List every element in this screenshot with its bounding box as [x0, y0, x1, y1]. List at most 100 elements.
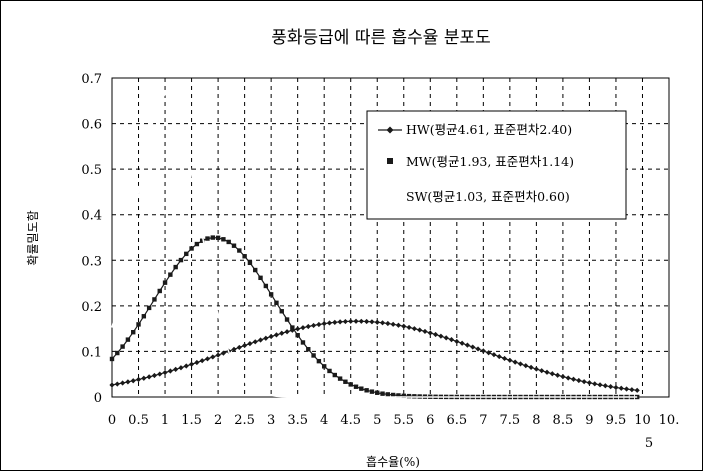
data-point-mw	[385, 392, 391, 397]
data-point-mw	[343, 379, 348, 384]
y-tick-label: 0.6	[81, 118, 102, 133]
data-point-hw	[353, 318, 359, 324]
data-point-mw	[364, 388, 369, 393]
data-point-hw	[411, 326, 417, 332]
y-axis-label: 확률밀도함	[26, 210, 40, 265]
data-point-hw	[316, 321, 322, 328]
data-point-mw	[120, 344, 125, 349]
x-tick-label: 5.5	[393, 413, 414, 428]
data-point-hw	[533, 366, 539, 372]
x-tick-label: 8.5	[553, 413, 574, 428]
data-point-mw	[311, 353, 316, 358]
data-point-mw	[263, 283, 269, 289]
data-point-mw	[348, 382, 353, 387]
data-point-mw	[162, 280, 168, 285]
data-point-hw	[374, 319, 380, 325]
data-point-hw	[135, 376, 142, 383]
data-point-mw	[141, 314, 147, 319]
data-point-hw	[427, 330, 433, 336]
data-point-mw	[390, 392, 396, 398]
data-point-hw	[364, 318, 370, 325]
data-point-hw	[342, 318, 349, 325]
data-point-hw	[464, 342, 471, 348]
data-point-hw	[623, 386, 630, 392]
x-tick-label: 10	[634, 413, 651, 428]
legend-label-mw: MW(평균1.93, 표준편차1.14)	[406, 154, 574, 169]
data-point-hw	[570, 376, 577, 382]
data-point-hw	[242, 342, 248, 349]
data-point-hw	[618, 385, 624, 391]
data-point-mw	[247, 260, 253, 266]
data-point-mw	[231, 243, 237, 248]
data-point-hw	[544, 369, 550, 375]
legend-item-sw: SW(평균1.03, 표준편차0.60)	[406, 189, 570, 204]
data-point-hw	[379, 320, 386, 326]
data-point-hw	[486, 350, 492, 356]
data-point-mw	[332, 372, 337, 378]
data-point-hw	[247, 341, 253, 347]
data-point-hw	[178, 365, 184, 371]
data-point-mw	[109, 356, 115, 362]
x-tick-label: 5	[373, 413, 381, 428]
legend-marker-mw	[387, 158, 393, 164]
data-point-mw	[168, 272, 173, 277]
data-point-mw	[279, 309, 284, 314]
data-point-hw	[146, 374, 152, 380]
data-point-hw	[501, 355, 508, 362]
x-tick-label-last-line2: 5	[645, 436, 653, 451]
data-point-hw	[268, 333, 274, 340]
data-point-hw	[539, 368, 545, 374]
chart-title: 풍화등급에 따른 흡수율 분포도	[271, 28, 491, 48]
data-point-hw	[629, 387, 635, 393]
data-point-mw	[178, 257, 184, 263]
data-point-hw	[125, 379, 131, 385]
data-point-hw	[385, 320, 391, 327]
y-tick-label: 0.4	[81, 209, 102, 224]
data-point-hw	[109, 382, 115, 388]
y-tick-label: 0	[94, 391, 102, 406]
data-point-hw	[517, 361, 524, 367]
data-point-mw	[359, 386, 364, 391]
data-point-mw	[242, 254, 247, 259]
data-point-hw	[438, 333, 444, 339]
data-point-hw	[279, 330, 285, 336]
y-tick-label: 0.2	[81, 300, 102, 315]
legend-marker-hw	[386, 126, 394, 134]
data-point-hw	[273, 332, 280, 338]
data-point-mw	[115, 350, 120, 356]
data-point-hw	[448, 337, 455, 343]
data-point-hw	[523, 363, 529, 369]
data-point-mw	[131, 330, 136, 335]
x-axis-label: 흡수율(%)	[366, 455, 420, 469]
x-tick-label: 3	[267, 413, 275, 428]
legend-item-mw: MW(평균1.93, 표준편차1.14)	[387, 154, 574, 169]
data-point-mw	[152, 297, 157, 302]
legend-box	[366, 110, 627, 220]
data-point-hw	[348, 318, 354, 324]
data-point-mw	[306, 347, 311, 352]
data-point-hw	[321, 321, 327, 327]
x-tick-label: 0	[108, 413, 116, 428]
legend: HW(평균4.61, 표준편차2.40) MW(평균1.93, 표준편차1.14…	[366, 110, 627, 220]
x-tick-label: 8	[532, 413, 540, 428]
data-point-mw	[173, 264, 178, 270]
y-axis-ticks: 0 0.1 0.2 0.3 0.4 0.5 0.6 0.7	[81, 72, 102, 406]
legend-item-hw: HW(평균4.61, 표준편차2.40)	[378, 122, 572, 137]
x-tick-label: 9.5	[606, 413, 627, 428]
data-point-hw	[263, 335, 269, 341]
data-point-mw	[237, 248, 242, 253]
y-tick-label: 0.7	[81, 72, 102, 87]
data-point-hw	[443, 335, 449, 341]
x-tick-label: 3.5	[287, 413, 308, 428]
data-point-hw	[586, 380, 593, 386]
x-tick-label: 4.5	[340, 413, 361, 428]
data-point-mw	[284, 317, 290, 322]
x-tick-label: 1	[161, 413, 169, 428]
data-point-hw	[528, 364, 534, 370]
data-point-hw	[597, 382, 603, 388]
data-point-hw	[406, 324, 412, 331]
data-point-mw	[146, 305, 152, 311]
data-point-mw	[327, 368, 332, 374]
x-tick-label: 6.5	[446, 413, 467, 428]
x-tick-label: 2.5	[234, 413, 255, 428]
